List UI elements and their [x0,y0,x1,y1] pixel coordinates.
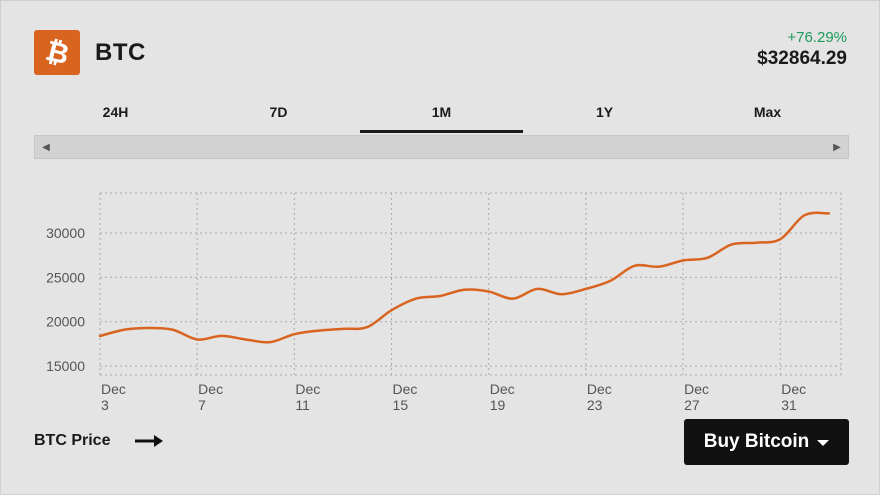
ticker-symbol: BTC [95,39,146,66]
chevron-down-icon [817,440,830,446]
x-tick-label-day: 11 [295,397,310,413]
x-tick-label-day: 23 [587,397,603,413]
x-tick-label-day: 3 [101,397,109,413]
x-tick-label: Dec [101,381,126,397]
x-tick-label: Dec [198,381,223,397]
bitcoin-logo-icon: ₿ [34,30,80,75]
x-tick-label-day: 27 [684,397,700,413]
x-tick-label-day: 31 [781,397,797,413]
y-tick-label: 30000 [46,225,85,241]
y-tick-label: 20000 [46,314,85,330]
x-tick-label-day: 15 [393,397,409,413]
y-tick-label: 15000 [46,358,85,374]
scroll-left-icon[interactable]: ◀ [42,141,50,153]
price-chart: 15000200002500030000Dec3Dec7Dec11Dec15De… [46,192,842,413]
tab-24h[interactable]: 24H [102,104,129,120]
tab-1y[interactable]: 1Y [595,104,614,120]
scroll-right-icon[interactable]: ▶ [833,141,841,153]
tab-max[interactable]: Max [753,104,782,120]
btc-price-label: BTC Price [34,432,111,449]
current-price: $32864.29 [757,48,847,69]
x-tick-label: Dec [781,381,806,397]
buy-bitcoin-button[interactable]: Buy Bitcoin [684,419,849,465]
time-range-tabs: 24H 7D 1M 1Y Max [34,93,849,133]
x-tick-label: Dec [684,381,709,397]
y-tick-label: 25000 [46,269,85,285]
tab-1m[interactable]: 1M [360,93,523,133]
tab-7d[interactable]: 7D [269,104,288,120]
price-change: +76.29% [787,29,847,46]
btc-price-line [98,211,831,344]
chart-scrollbar[interactable]: ◀ ▶ [34,135,849,159]
x-tick-label-day: 19 [490,397,506,413]
x-tick-label: Dec [295,381,320,397]
x-tick-label: Dec [393,381,418,397]
bitcoin-glyph: ₿ [42,34,72,70]
arrow-right-icon [135,435,163,447]
x-tick-label: Dec [587,381,612,397]
x-tick-label-day: 7 [198,397,206,413]
buy-bitcoin-label: Buy Bitcoin [703,431,810,452]
x-tick-label: Dec [490,381,515,397]
